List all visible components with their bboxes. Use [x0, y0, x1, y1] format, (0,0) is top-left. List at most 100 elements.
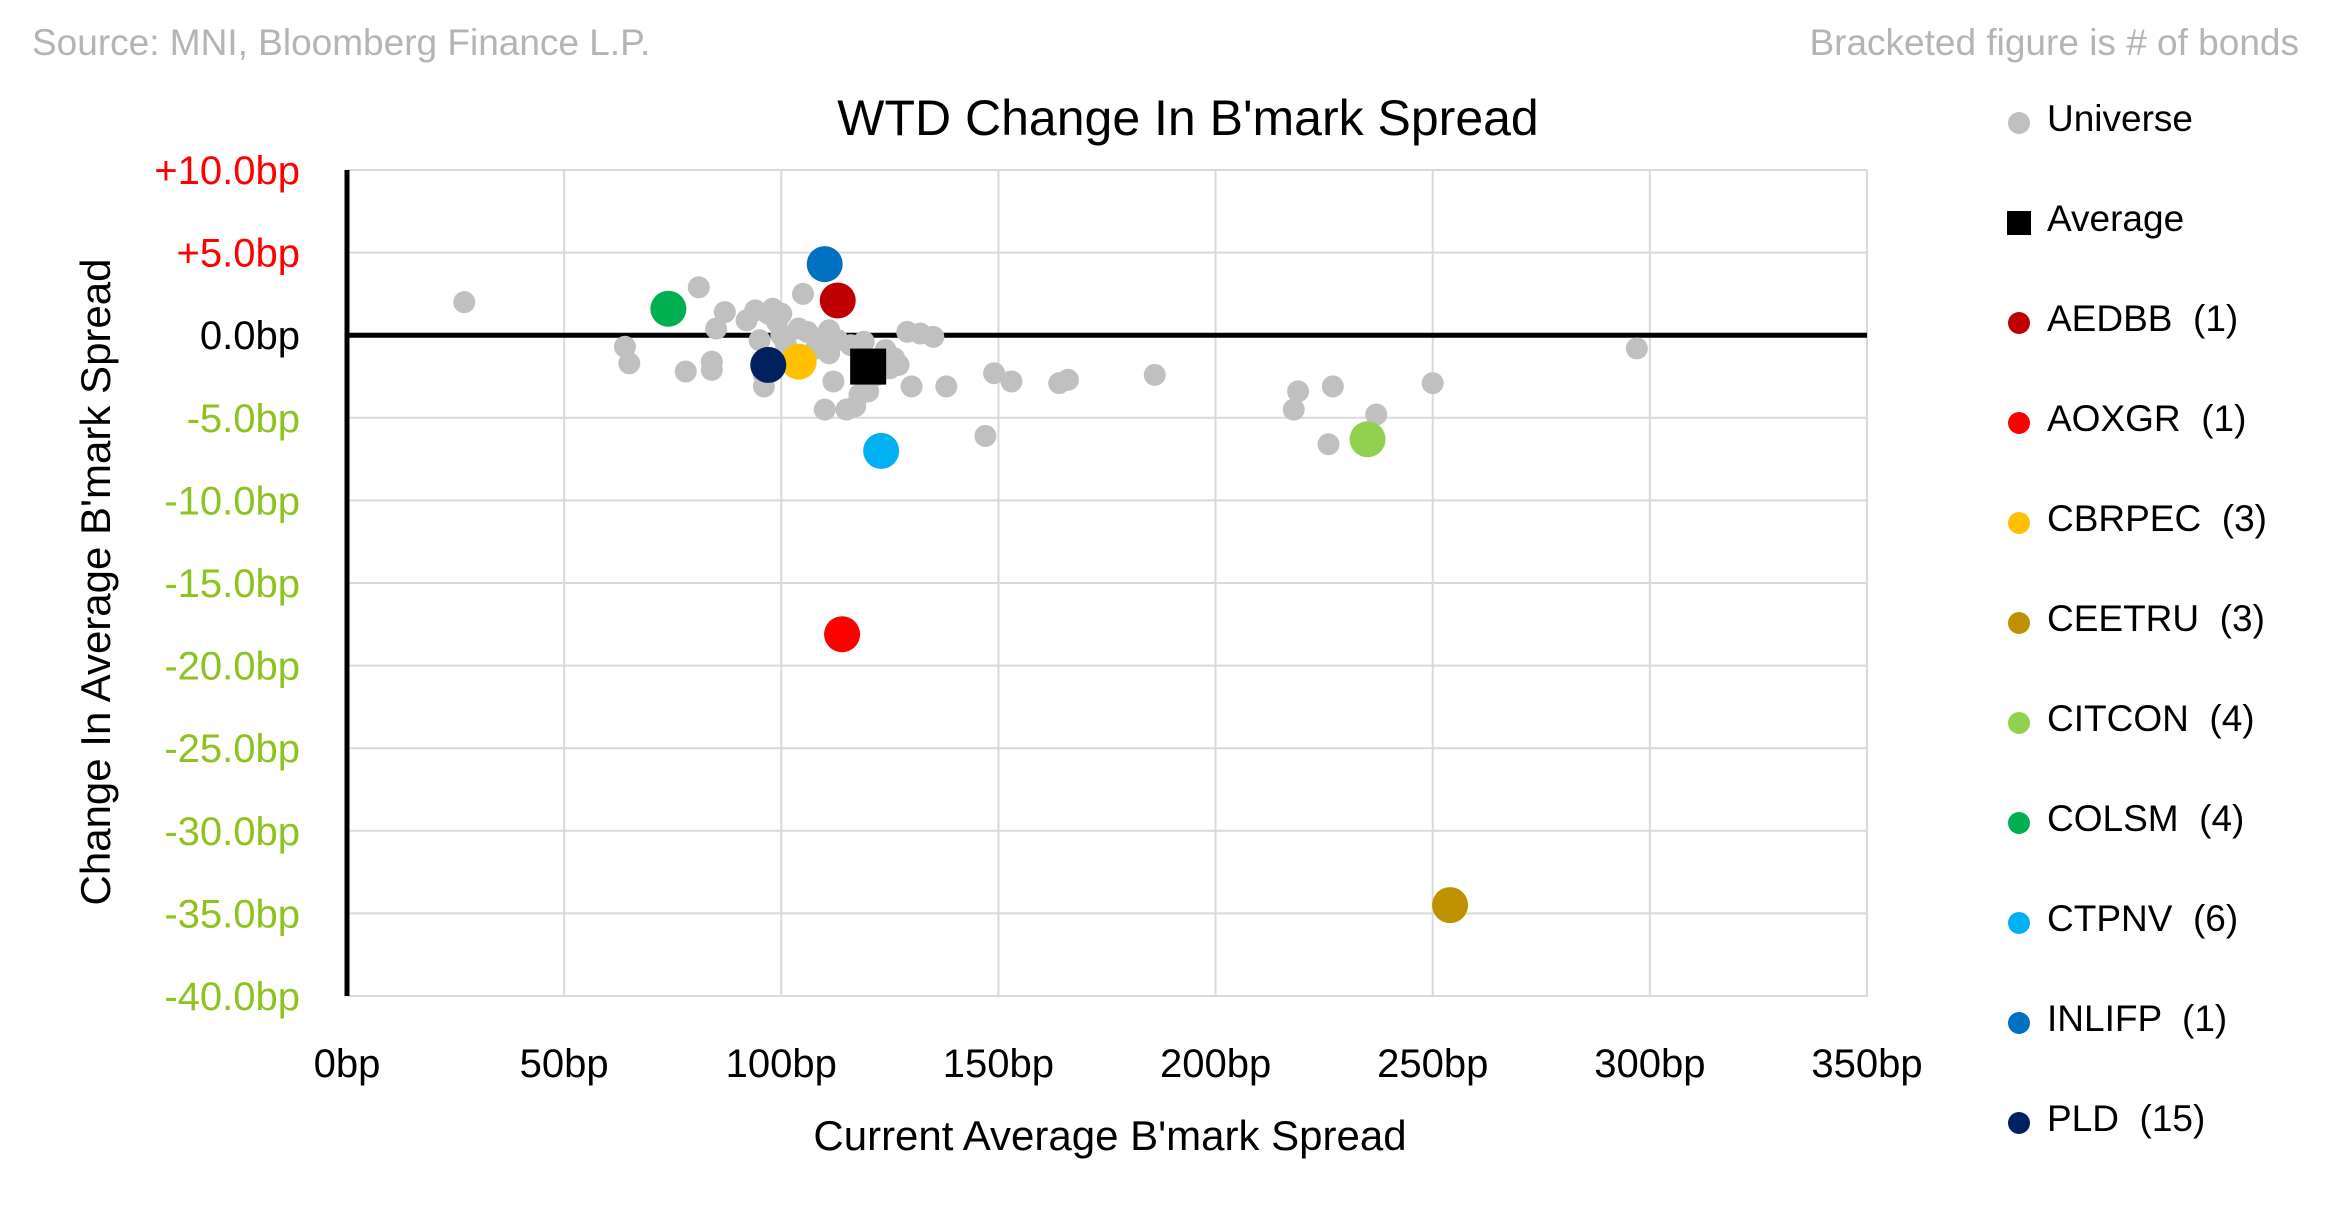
scatter-chart: WTD Change In B'mark Spread +10.0bp +5.0b…	[72, 90, 1923, 1159]
legend-label: COLSM (4)	[2047, 798, 2245, 839]
universe-point	[974, 424, 997, 447]
universe-point	[1143, 363, 1166, 386]
x-tick-label: 50bp	[520, 1042, 609, 1086]
x-tick-label: 0bp	[314, 1042, 381, 1086]
data-points	[453, 246, 1648, 924]
universe-point	[983, 362, 1006, 385]
x-tick-label: 200bp	[1160, 1042, 1271, 1086]
source-note: Source: MNI, Bloomberg Finance L.P.	[32, 22, 651, 63]
legend-label: PLD (15)	[2047, 1098, 2206, 1139]
universe-point	[705, 317, 728, 340]
y-axis-label: Change In Average B'mark Spread	[72, 259, 119, 906]
circle-marker-icon	[2008, 112, 2030, 134]
universe-point	[453, 291, 476, 314]
point-ceetru	[1432, 887, 1469, 924]
square-marker-icon	[2007, 211, 2031, 235]
legend-item: INLIFP (1)	[2005, 988, 2305, 1088]
y-tick-label: +5.0bp	[177, 232, 300, 276]
point-aoxgr	[824, 616, 861, 653]
point-aedbb	[819, 282, 856, 319]
legend-label: CEETRU (3)	[2047, 598, 2265, 639]
x-tick-labels: 0bp 50bp 100bp 150bp 200bp 250bp 300bp 350bp	[314, 1042, 1923, 1086]
legend-item: PLD (15)	[2005, 1088, 2305, 1188]
legend-label: INLIFP (1)	[2047, 998, 2228, 1039]
legend: Universe Average AEDBB (1) AOXGR (1) CBRPEC …	[2005, 88, 2305, 1188]
legend-label: CITCON (4)	[2047, 698, 2255, 739]
circle-marker-icon	[2008, 712, 2030, 734]
universe-point	[674, 360, 697, 383]
y-tick-label: -10.0bp	[164, 479, 300, 523]
point-colsm	[650, 290, 687, 327]
circle-marker-icon	[2008, 612, 2030, 634]
universe-point	[700, 358, 723, 381]
point-cbrpec	[780, 343, 817, 380]
y-tick-label: +10.0bp	[154, 149, 300, 193]
universe-point	[1282, 398, 1305, 421]
average-marker	[850, 348, 887, 385]
legend-item: CITCON (4)	[2005, 688, 2305, 788]
universe-point	[770, 302, 793, 325]
legend-label: Average	[2047, 198, 2185, 239]
universe-point	[1000, 370, 1023, 393]
circle-marker-icon	[2008, 1012, 2030, 1034]
point-inlifp	[806, 246, 843, 283]
universe-point	[618, 352, 641, 375]
universe-point	[852, 330, 875, 353]
universe-point	[813, 398, 836, 421]
x-tick-label: 300bp	[1594, 1042, 1705, 1086]
legend-item: COLSM (4)	[2005, 788, 2305, 888]
circle-marker-icon	[2008, 412, 2030, 434]
universe-point	[1317, 433, 1340, 456]
y-tick-labels: +10.0bp +5.0bp 0.0bp -5.0bp -10.0bp -15.0bp -2…	[154, 149, 300, 1019]
universe-point	[1625, 337, 1648, 360]
point-citcon	[1349, 421, 1386, 458]
circle-marker-icon	[2008, 912, 2030, 934]
y-tick-label: -40.0bp	[164, 975, 300, 1019]
circle-marker-icon	[2008, 512, 2030, 534]
y-tick-label: -25.0bp	[164, 727, 300, 771]
universe-point	[887, 353, 910, 376]
point-ctpnv	[863, 432, 900, 469]
universe-point	[687, 276, 710, 299]
grid-lines	[346, 169, 1868, 997]
legend-label: CTPNV (6)	[2047, 898, 2239, 939]
universe-point	[1365, 403, 1388, 426]
x-tick-label: 350bp	[1811, 1042, 1922, 1086]
universe-point	[713, 301, 736, 324]
universe-point	[857, 380, 880, 403]
y-tick-label: -15.0bp	[164, 562, 300, 606]
universe-point	[613, 335, 636, 358]
universe-point	[922, 325, 945, 348]
universe-point	[1056, 368, 1079, 391]
y-tick-label: -30.0bp	[164, 810, 300, 854]
legend-item: Average	[2005, 188, 2305, 288]
y-tick-label: -20.0bp	[164, 645, 300, 689]
legend-label: Universe	[2047, 98, 2193, 139]
universe-point	[748, 329, 771, 352]
circle-marker-icon	[2008, 812, 2030, 834]
universe-point	[822, 370, 845, 393]
circle-marker-icon	[2008, 1112, 2030, 1134]
universe-point	[935, 375, 958, 398]
bracket-note: Bracketed figure is # of bonds	[1809, 22, 2299, 63]
axes	[344, 170, 1867, 996]
chart-title: WTD Change In B'mark Spread	[837, 90, 1539, 146]
universe-point	[900, 375, 923, 398]
y-tick-label: 0.0bp	[200, 314, 300, 358]
legend-item: AEDBB (1)	[2005, 288, 2305, 388]
universe-point	[1421, 372, 1444, 395]
y-tick-label: -5.0bp	[187, 397, 300, 441]
legend-label: AOXGR (1)	[2047, 398, 2247, 439]
x-tick-label: 100bp	[726, 1042, 837, 1086]
y-tick-label: -35.0bp	[164, 892, 300, 936]
legend-item: CBRPEC (3)	[2005, 488, 2305, 588]
x-axis-label: Current Average B'mark Spread	[813, 1112, 1406, 1159]
universe-point	[792, 282, 814, 305]
legend-item: CEETRU (3)	[2005, 588, 2305, 688]
legend-item: Universe	[2005, 88, 2305, 188]
legend-item: AOXGR (1)	[2005, 388, 2305, 488]
legend-label: AEDBB (1)	[2047, 298, 2239, 339]
legend-item: CTPNV (6)	[2005, 888, 2305, 988]
legend-label: CBRPEC (3)	[2047, 498, 2267, 539]
circle-marker-icon	[2008, 312, 2030, 334]
